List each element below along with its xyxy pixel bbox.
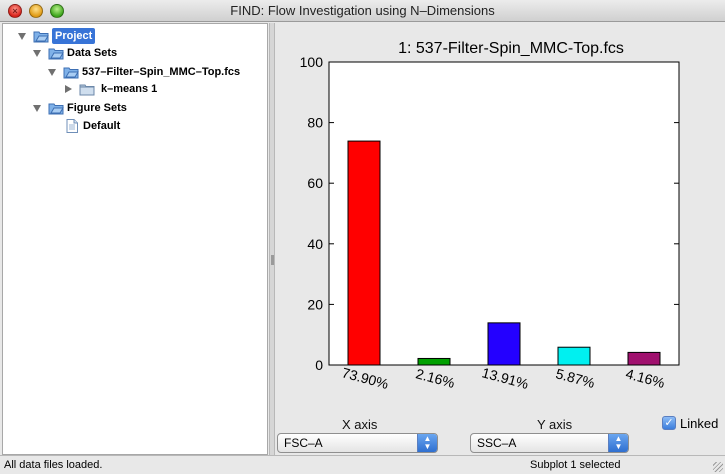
y-axis-select[interactable]: SSC–A ▲ ▼ [470,433,629,453]
x-tick-label: 13.91% [480,364,530,392]
tree-label-project: Project [52,28,96,44]
x-tick-label: 2.16% [414,365,456,391]
window-title: FIND: Flow Investigation using N–Dimensi… [230,3,495,18]
y-tick-label: 100 [300,54,324,70]
folder-icon [48,47,64,60]
select-arrows-icon[interactable]: ▲ ▼ [417,434,437,452]
y-tick-label: 40 [307,236,323,252]
status-selection: Subplot 1 selected [530,459,621,471]
x-tick-label: 4.16% [624,365,666,391]
plot-area[interactable]: 1: 537-Filter-Spin_MMC-Top.fcs 0 20 40 60 80… [276,23,725,455]
tree-item-data-sets[interactable]: Data Sets [32,45,117,61]
project-tree[interactable]: Project Data Sets 537–Filter–Spin_MMC–To… [2,23,268,455]
y-tick-label: 0 [315,357,323,373]
close-window-button[interactable]: × [8,4,22,18]
window-titlebar: × FIND: Flow Investigation using N–Dimen… [0,0,725,22]
bar-chart[interactable]: 1: 537-Filter-Spin_MMC-Top.fcs 0 20 40 60 80… [276,23,725,413]
disclosure-expanded-icon[interactable] [32,48,42,58]
tree-item-default[interactable]: Default [66,118,120,134]
x-tick-label: 5.87% [554,365,596,391]
minimize-window-button[interactable] [29,4,43,18]
x-axis-select[interactable]: FSC–A ▲ ▼ [277,433,438,453]
y-axis-select-value: SSC–A [477,436,517,450]
splitter-grip-icon[interactable] [271,255,274,265]
chart-title: 1: 537-Filter-Spin_MMC-Top.fcs [398,40,624,57]
tree-label-default: Default [83,120,121,132]
folder-icon [33,30,49,43]
bar[interactable] [627,351,661,366]
x-axis-select-value: FSC–A [284,436,323,450]
linked-label: Linked [680,416,719,431]
disclosure-expanded-icon[interactable] [32,103,42,113]
tree-label-kmeans: k–means 1 [101,83,158,95]
tree-label-figure-sets: Figure Sets [67,102,127,114]
x-axis-selector-label: X axis [342,417,378,432]
status-bar: All data files loaded. Subplot 1 selecte… [0,455,725,474]
disclosure-collapsed-icon[interactable] [63,84,73,94]
folder-icon [48,102,64,115]
tree-item-project[interactable]: Project [17,28,96,44]
y-tick-label: 60 [307,175,323,191]
y-tick-label: 20 [307,296,323,312]
bar[interactable] [347,140,381,366]
panel-splitter[interactable] [269,23,275,455]
linked-checkbox[interactable]: ✓ [662,416,676,430]
tree-label-fcs-file: 537–Filter–Spin_MMC–Top.fcs [82,66,241,78]
y-tick-label: 80 [307,115,323,131]
status-message: All data files loaded. [4,459,103,471]
resize-grip-icon[interactable] [713,462,723,472]
bar[interactable] [557,346,591,366]
x-tick-label: 73.90% [340,364,390,392]
folder-icon [79,83,95,96]
checkmark-icon: ✓ [664,417,674,429]
plot-frame [328,61,680,366]
y-axis-selector-label: Y axis [537,417,573,432]
bar[interactable] [487,322,521,366]
zoom-window-button[interactable] [50,4,64,18]
select-arrows-icon[interactable]: ▲ ▼ [608,434,628,452]
disclosure-expanded-icon[interactable] [17,31,27,41]
tree-item-fcs-file[interactable]: 537–Filter–Spin_MMC–Top.fcs [47,64,240,80]
folder-icon [63,66,79,79]
tree-item-figure-sets[interactable]: Figure Sets [32,100,127,116]
disclosure-expanded-icon[interactable] [47,67,57,77]
bar[interactable] [417,357,451,366]
document-icon [66,119,78,133]
tree-label-data-sets: Data Sets [67,47,118,59]
tree-item-kmeans[interactable]: k–means 1 [63,81,157,97]
